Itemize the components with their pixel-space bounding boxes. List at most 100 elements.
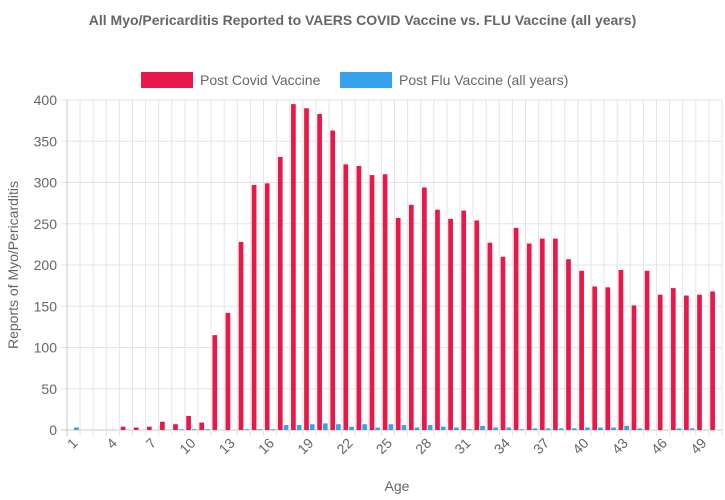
x-tick-label: 16 [255, 435, 277, 457]
bar-post-flu-age-22[interactable] [349, 426, 354, 430]
bar-post-covid-age-30[interactable] [448, 218, 453, 430]
bar-post-flu-age-18[interactable] [296, 425, 302, 430]
bar-post-covid-age-38[interactable] [553, 238, 558, 430]
bar-post-flu-age-11[interactable] [205, 429, 210, 430]
bar-post-flu-age-9[interactable] [178, 429, 184, 430]
bar-post-covid-age-40[interactable] [579, 270, 584, 430]
x-tick-label: 31 [451, 435, 473, 457]
bar-post-covid-age-21[interactable] [330, 130, 336, 430]
bar-post-covid-age-27[interactable] [408, 204, 414, 430]
bar-post-flu-age-40[interactable] [584, 427, 590, 430]
bar-post-covid-age-11[interactable] [199, 422, 205, 430]
bar-post-flu-age-14[interactable] [244, 429, 250, 430]
bar-post-covid-age-20[interactable] [317, 114, 322, 431]
bar-post-flu-age-41[interactable] [598, 427, 603, 430]
bar-post-covid-age-26[interactable] [395, 217, 401, 430]
bar-post-covid-age-24[interactable] [369, 175, 375, 430]
bar-post-covid-age-9[interactable] [173, 424, 178, 430]
bar-post-covid-age-32[interactable] [474, 220, 480, 430]
bar-post-covid-age-34[interactable] [500, 256, 506, 430]
bar-post-flu-age-32[interactable] [480, 425, 485, 430]
bar-post-covid-age-22[interactable] [343, 164, 349, 430]
bar-post-flu-age-16[interactable] [270, 429, 276, 430]
bar-post-covid-age-31[interactable] [461, 210, 467, 430]
bar-post-flu-age-33[interactable] [493, 427, 498, 430]
bar-post-flu-age-42[interactable] [611, 427, 616, 430]
bar-post-covid-age-23[interactable] [356, 166, 362, 430]
bar-post-covid-age-44[interactable] [631, 305, 637, 430]
x-tick-label: 46 [648, 435, 670, 457]
y-axis-title: Reports of Myo/Pericarditis [5, 181, 21, 349]
bar-post-covid-age-14[interactable] [238, 241, 244, 430]
bars [74, 104, 715, 431]
bar-post-flu-age-19[interactable] [309, 424, 315, 430]
bar-post-covid-age-5[interactable] [120, 426, 126, 430]
bar-post-covid-age-13[interactable] [225, 312, 231, 430]
bar-post-flu-age-10[interactable] [191, 429, 197, 430]
bar-post-flu-age-17[interactable] [283, 425, 289, 430]
bar-post-flu-age-27[interactable] [414, 427, 420, 430]
bar-post-covid-age-33[interactable] [487, 242, 493, 430]
bar-post-flu-age-35[interactable] [519, 429, 525, 430]
bar-post-covid-age-8[interactable] [160, 421, 165, 430]
bar-post-covid-age-29[interactable] [435, 209, 440, 430]
bar-post-covid-age-46[interactable] [657, 294, 663, 430]
bar-post-covid-age-18[interactable] [291, 104, 296, 430]
bar-post-flu-age-44[interactable] [637, 428, 643, 430]
x-tick-label: 25 [373, 435, 395, 457]
grid-lines [61, 99, 723, 436]
bar-post-flu-age-28[interactable] [427, 425, 433, 430]
bar-post-flu-age-38[interactable] [558, 428, 564, 430]
legend-item-post-covid[interactable]: Post Covid Vaccine [141, 69, 320, 91]
bar-post-covid-age-28[interactable] [422, 187, 427, 430]
bar-post-covid-age-35[interactable] [513, 227, 519, 430]
bar-post-flu-age-47[interactable] [676, 428, 682, 430]
bar-post-flu-age-39[interactable] [571, 428, 577, 430]
x-tick-label: 13 [216, 435, 238, 457]
bar-post-flu-age-31[interactable] [467, 429, 472, 430]
y-tick-label: 150 [34, 298, 58, 314]
x-tick-label: 22 [333, 435, 355, 457]
bar-post-covid-age-7[interactable] [146, 426, 152, 430]
x-axis-ticks: 1 4 7 10 13 16 19 22 25 28 31 34 37 40 43 46 49 [64, 435, 710, 457]
bar-post-flu-age-43[interactable] [624, 425, 629, 430]
bar-post-covid-age-25[interactable] [382, 174, 388, 430]
bar-post-flu-age-37[interactable] [545, 428, 551, 430]
bar-post-flu-age-34[interactable] [506, 427, 512, 430]
x-tick-label: 10 [176, 435, 198, 457]
bar-post-covid-age-48[interactable] [684, 295, 689, 430]
bar-post-covid-age-16[interactable] [264, 183, 270, 430]
bar-post-flu-age-23[interactable] [362, 424, 367, 430]
legend-item-post-flu[interactable]: Post Flu Vaccine (all years) [340, 69, 568, 91]
y-tick-label: 350 [34, 133, 58, 149]
y-tick-label: 0 [49, 422, 57, 438]
bar-post-covid-age-39[interactable] [566, 259, 571, 430]
bar-post-flu-age-20[interactable] [322, 423, 328, 430]
bar-post-covid-age-17[interactable] [277, 156, 283, 431]
bar-post-flu-age-30[interactable] [453, 427, 459, 430]
bar-post-flu-age-26[interactable] [401, 425, 407, 430]
bar-post-flu-age-25[interactable] [388, 424, 394, 430]
bar-post-covid-age-41[interactable] [592, 286, 598, 430]
bar-post-flu-age-15[interactable] [257, 429, 263, 430]
bar-post-flu-age-1[interactable] [74, 427, 79, 430]
x-tick-label: 40 [569, 435, 591, 457]
bar-post-covid-age-42[interactable] [605, 287, 611, 430]
bar-post-covid-age-49[interactable] [697, 294, 702, 430]
bar-post-covid-age-6[interactable] [133, 427, 139, 430]
bar-post-covid-age-10[interactable] [186, 415, 191, 430]
bar-post-covid-age-36[interactable] [526, 243, 532, 430]
bar-post-flu-age-24[interactable] [375, 427, 381, 430]
bar-post-flu-age-21[interactable] [336, 424, 341, 430]
bar-post-covid-age-47[interactable] [670, 288, 676, 430]
bar-post-covid-age-37[interactable] [539, 238, 545, 430]
bar-post-flu-age-36[interactable] [532, 428, 538, 430]
bar-post-flu-age-29[interactable] [440, 426, 446, 430]
bar-post-covid-age-43[interactable] [618, 269, 624, 430]
bar-post-covid-age-15[interactable] [251, 184, 257, 430]
bar-post-flu-age-48[interactable] [689, 428, 695, 430]
bar-post-covid-age-45[interactable] [644, 270, 650, 430]
bar-post-covid-age-50[interactable] [710, 291, 715, 430]
bar-post-covid-age-19[interactable] [304, 108, 309, 430]
bar-post-covid-age-12[interactable] [212, 335, 218, 430]
